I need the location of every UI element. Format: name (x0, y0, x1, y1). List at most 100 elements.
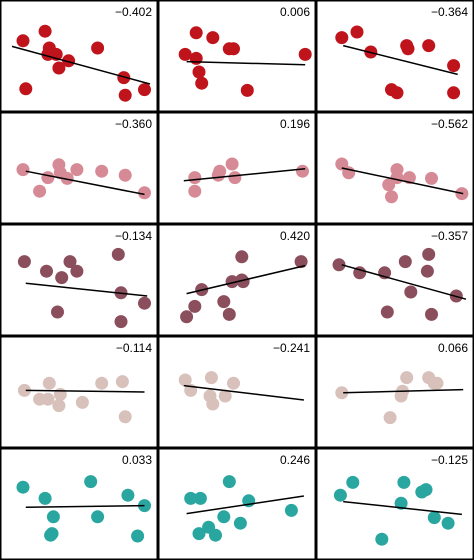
panel-frame (316, 448, 474, 560)
scatter-panel: −0.364 (316, 0, 474, 112)
scatter-point (284, 503, 298, 517)
scatter-point (91, 510, 105, 524)
scatter-point (240, 83, 254, 97)
scatter-point (44, 528, 58, 542)
scatter-point (193, 491, 207, 505)
correlation-label: −0.114 (116, 341, 152, 355)
scatter-point (195, 76, 209, 90)
scatter-point (441, 516, 455, 530)
scatter-point (114, 315, 128, 329)
scatter-point (294, 255, 308, 269)
scatter-point (298, 47, 312, 61)
correlation-label: −0.402 (115, 5, 152, 19)
scatter-point (138, 83, 151, 97)
scatter-point (420, 264, 434, 278)
regression-line (186, 264, 306, 295)
correlation-label: −0.241 (273, 341, 310, 355)
regression-line (341, 264, 467, 300)
scatter-point (375, 532, 389, 546)
scatter-point (19, 82, 33, 96)
scatter-point (16, 163, 30, 177)
scatter-point (235, 250, 249, 264)
scatter-point (227, 376, 240, 390)
scatter-point (75, 395, 89, 409)
scatter-point (332, 258, 346, 272)
scatter-point (180, 310, 194, 324)
scatter-point (404, 285, 418, 299)
scatter-point (52, 399, 66, 413)
panel-frame (158, 336, 316, 448)
regression-line (25, 504, 145, 508)
scatter-point (217, 510, 231, 524)
scatter-panel: 0.196 (158, 112, 316, 224)
scatter-point (227, 42, 240, 56)
scatter-panel: 0.033 (0, 448, 158, 560)
panel-frame (158, 0, 316, 112)
correlation-label: 0.033 (122, 453, 152, 467)
scatter-point (192, 65, 206, 79)
scatter-point (422, 247, 436, 261)
scatter-panel: −0.125 (316, 448, 474, 560)
scatter-point (189, 51, 203, 65)
scatter-point (385, 190, 398, 204)
panel-frame (0, 336, 158, 448)
scatter-point (390, 171, 404, 185)
regression-line (343, 44, 458, 76)
scatter-point (41, 392, 55, 406)
scatter-point (222, 307, 236, 321)
regression-line (25, 170, 145, 196)
scatter-point (447, 86, 461, 100)
scatter-point (401, 42, 415, 56)
scatter-point (115, 375, 129, 389)
scatter-point (63, 255, 77, 269)
scatter-point (422, 39, 436, 53)
regression-line (343, 500, 462, 516)
panel-frame (316, 224, 474, 336)
scatter-point (46, 510, 60, 524)
regression-line (186, 60, 306, 66)
scatter-point (390, 86, 404, 100)
scatter-point (53, 387, 67, 401)
scatter-point (95, 164, 109, 178)
scatter-point (118, 410, 132, 424)
correlation-label: −0.134 (115, 229, 152, 243)
scatter-point (217, 295, 231, 309)
panel-frame (0, 0, 158, 112)
regression-line (186, 495, 305, 515)
scatter-point (447, 59, 461, 73)
scatter-panel: −0.114 (0, 336, 158, 448)
scatter-point (236, 275, 250, 289)
scatter-point (41, 171, 55, 185)
scatter-point (38, 491, 52, 505)
scatter-point (91, 41, 105, 55)
scatter-point (42, 376, 56, 390)
scatter-point (213, 164, 227, 178)
scatter-point (118, 168, 132, 182)
correlation-label: 0.066 (438, 341, 468, 355)
scatter-point (70, 163, 84, 177)
correlation-label: −0.125 (431, 453, 468, 467)
scatter-point (380, 305, 394, 319)
correlation-label: 0.006 (280, 5, 310, 19)
scatter-panel: −0.241 (158, 336, 316, 448)
scatter-point (350, 25, 364, 39)
correlation-label: −0.357 (431, 229, 468, 243)
scatter-point (189, 26, 203, 40)
regression-line (25, 282, 148, 297)
scatter-point (206, 31, 220, 45)
regression-line (343, 388, 464, 394)
scatter-point (178, 373, 192, 387)
scatter-point (184, 491, 198, 505)
scatter-point (16, 34, 30, 48)
scatter-point (225, 157, 239, 171)
scatter-point (33, 184, 47, 198)
scatter-point (233, 516, 247, 530)
scatter-point (38, 24, 52, 38)
scatter-panel: −0.360 (0, 112, 158, 224)
scatter-point (138, 186, 151, 200)
scatter-point (397, 475, 411, 489)
scatter-panel: 0.006 (158, 0, 316, 112)
scatter-point (70, 264, 84, 278)
scatter-point (394, 496, 408, 510)
